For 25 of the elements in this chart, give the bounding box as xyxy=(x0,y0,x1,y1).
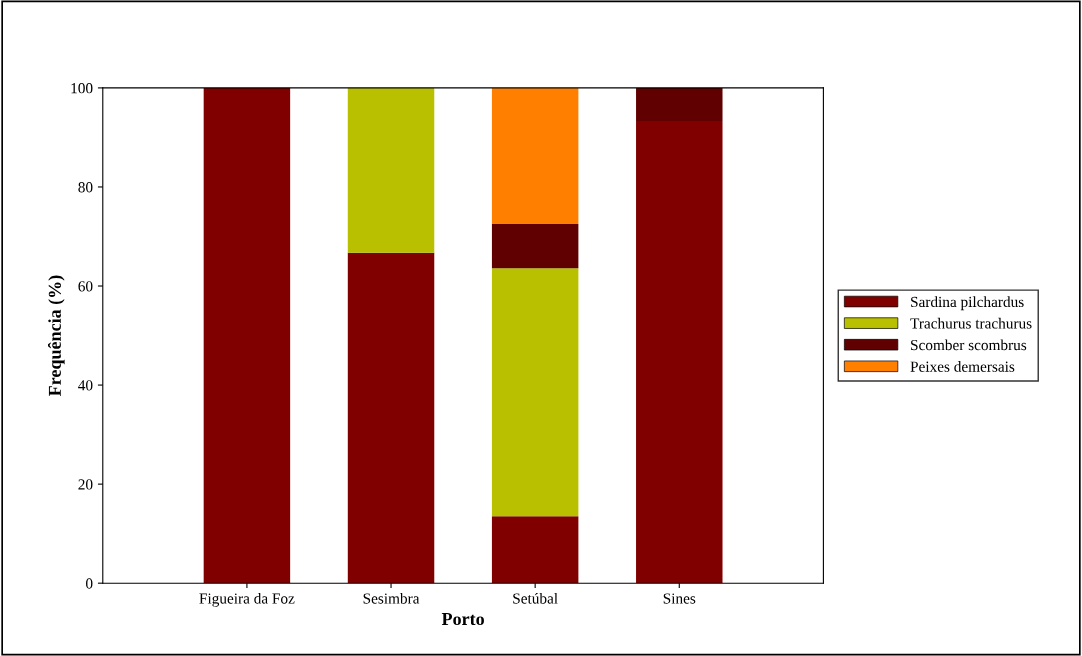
y-tick-label: 80 xyxy=(78,182,93,193)
y-tick-label: 20 xyxy=(78,479,93,490)
legend-label: Scomber scombrus xyxy=(911,339,1027,351)
y-axis-title: Frequência (%) xyxy=(48,275,65,396)
x-tick-label: Setúbal xyxy=(513,592,558,604)
bar xyxy=(347,252,435,584)
x-tick-label: Sines xyxy=(663,593,696,604)
legend-label: Trachurus trachurus xyxy=(910,317,1032,329)
legend-label: Peixes demersais xyxy=(910,361,1015,372)
bar xyxy=(491,87,579,225)
bar xyxy=(636,87,723,122)
y-tick-label: 100 xyxy=(71,83,93,94)
y-tick-label: 40 xyxy=(78,380,93,391)
x-tick-label: Figueira da Foz xyxy=(199,592,295,607)
bar xyxy=(491,268,579,517)
bar xyxy=(491,516,579,584)
y-tick-label: 0 xyxy=(86,578,93,589)
bar xyxy=(203,87,291,584)
bar xyxy=(347,87,435,253)
legend-label: Sardina pilchardus xyxy=(911,296,1024,311)
x-tick-label: Sesimbra xyxy=(363,592,420,604)
bar xyxy=(636,121,723,584)
y-tick-label: 60 xyxy=(78,281,93,292)
x-axis-title: Porto xyxy=(441,613,484,626)
bar xyxy=(491,224,579,269)
